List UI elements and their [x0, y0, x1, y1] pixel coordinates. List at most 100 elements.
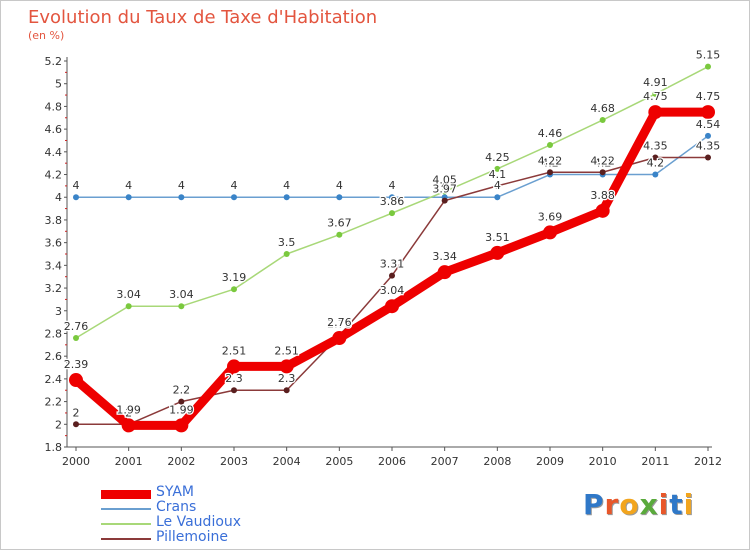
y-tick-label: 3.8 [45, 214, 63, 227]
data-point [283, 194, 290, 201]
data-label: 4.05 [432, 174, 457, 187]
y-tick-label: 2.6 [45, 350, 63, 363]
x-tick-label: 2010 [589, 455, 617, 468]
data-point [174, 418, 189, 433]
data-point [494, 165, 501, 172]
y-tick-label: 4.2 [45, 169, 63, 182]
data-label: 3.04 [380, 284, 405, 297]
data-point [441, 188, 448, 195]
data-point [283, 387, 290, 394]
data-label: 4 [178, 179, 185, 192]
x-tick-label: 2011 [641, 455, 669, 468]
data-label: 4.75 [696, 90, 721, 103]
data-label: 2.76 [327, 316, 352, 329]
data-label: 4 [231, 179, 238, 192]
data-label: 2.2 [173, 384, 191, 397]
logo-letter: r [604, 488, 620, 521]
y-tick-label: 4.8 [45, 100, 63, 113]
data-point [599, 169, 606, 176]
x-tick-label: 2003 [220, 455, 248, 468]
y-tick-label: 2.8 [45, 327, 63, 340]
data-point [336, 194, 343, 201]
y-tick-label: 3 [55, 305, 62, 318]
data-point [125, 194, 132, 201]
data-label: 4.54 [696, 118, 721, 131]
logo-letter: i [658, 488, 670, 521]
data-point [73, 421, 79, 428]
data-label: 3.19 [222, 271, 247, 284]
data-point [490, 245, 505, 260]
data-label: 1.99 [116, 403, 141, 416]
legend-item: Le Vaudioux [101, 514, 301, 532]
data-point [389, 272, 395, 279]
y-tick-label: 5.2 [45, 55, 63, 68]
data-point [547, 169, 553, 176]
data-point [279, 359, 294, 374]
data-label: 4.22 [538, 154, 563, 167]
legend-item: Pillemoine [101, 529, 301, 547]
data-point [178, 303, 185, 310]
data-point [178, 194, 185, 201]
data-point [231, 387, 237, 394]
legend-swatch [101, 508, 151, 510]
data-label: 4 [494, 179, 501, 192]
legend-item: Crans [101, 499, 301, 517]
y-tick-label: 3.2 [45, 282, 63, 295]
x-tick-label: 2004 [273, 455, 301, 468]
data-label: 4.2 [594, 157, 612, 170]
x-tick-label: 2000 [62, 455, 90, 468]
data-label: 4.75 [643, 90, 668, 103]
data-point [385, 299, 399, 314]
data-label: 3.88 [590, 189, 615, 202]
data-label: 4.35 [643, 140, 668, 153]
data-point [547, 142, 553, 149]
data-point [494, 194, 501, 201]
data-point [595, 203, 610, 218]
legend-label: Le Vaudioux [156, 514, 242, 530]
data-label: 4 [125, 179, 132, 192]
data-point [543, 225, 557, 240]
y-tick-label: 4 [55, 191, 62, 204]
data-point [389, 194, 395, 201]
data-label: 4.25 [485, 151, 510, 164]
data-point [227, 359, 241, 374]
data-label: 4 [283, 179, 290, 192]
legend-swatch [101, 523, 151, 525]
data-point [705, 132, 711, 139]
data-label: 2.78 [327, 318, 352, 331]
y-tick-label: 3.6 [45, 237, 63, 250]
data-point [389, 210, 395, 217]
data-label: 4 [389, 179, 396, 192]
x-tick-label: 2005 [325, 455, 353, 468]
chart-unit: (en %) [28, 29, 65, 42]
y-tick-label: 2.4 [45, 373, 63, 386]
data-label: 2 [73, 406, 80, 419]
x-tick-label: 2002 [167, 455, 195, 468]
y-tick-label: 2 [55, 418, 62, 431]
data-point [231, 286, 237, 293]
data-label: 2.51 [222, 344, 247, 357]
data-label: 4.68 [590, 102, 615, 115]
y-tick-label: 5 [55, 78, 62, 91]
logo-letter: t [669, 488, 684, 521]
data-label: 4.35 [696, 140, 721, 153]
legend-swatch [101, 538, 151, 540]
data-label: 3.67 [327, 217, 352, 230]
legend-swatch [101, 489, 151, 499]
data-point [599, 117, 606, 124]
data-label: 2.39 [64, 358, 89, 371]
y-tick-label: 1.8 [45, 441, 63, 454]
proxiti-logo: Proxiti [583, 488, 694, 521]
data-label: 4.22 [590, 154, 615, 167]
data-point [701, 105, 715, 120]
data-label: 4.2 [541, 157, 559, 170]
data-label: 2 [125, 406, 132, 419]
logo-letter: P [583, 488, 605, 521]
data-label: 3.5 [278, 236, 296, 249]
data-point [441, 197, 448, 204]
data-point [121, 418, 136, 433]
data-label: 5.15 [696, 49, 721, 62]
data-point [648, 105, 663, 120]
data-point [494, 182, 501, 189]
